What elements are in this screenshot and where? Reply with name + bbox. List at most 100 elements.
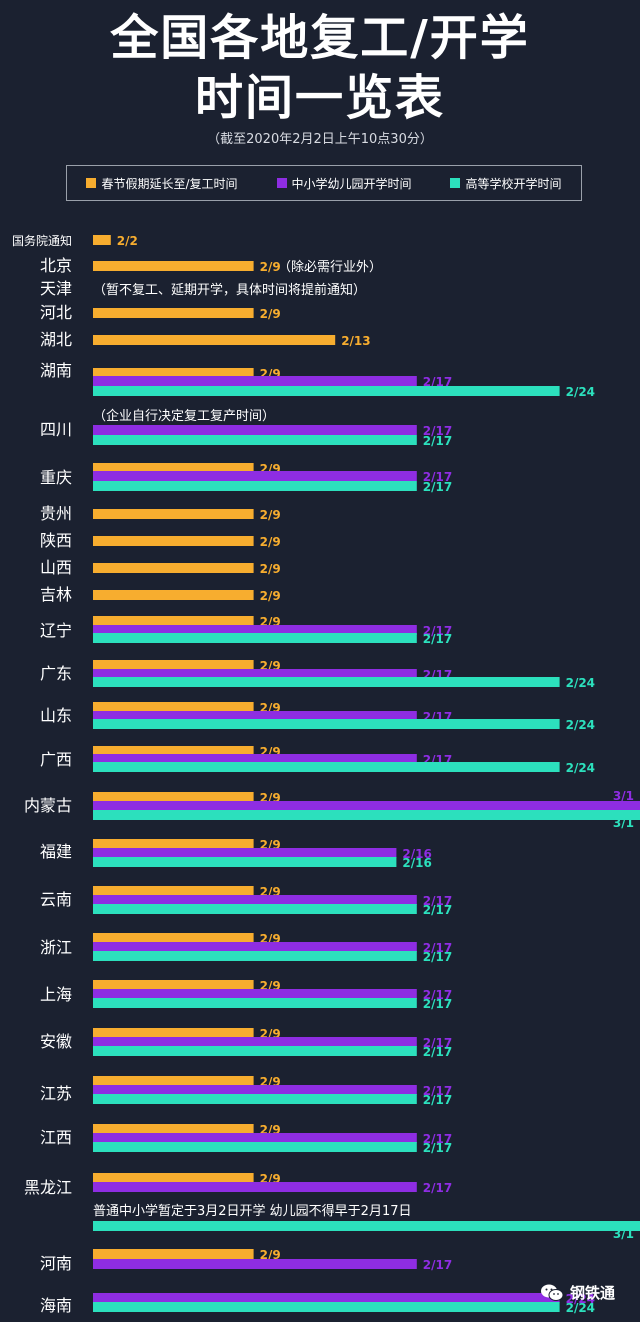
bar-k12 xyxy=(93,942,417,952)
data-label-college: 3/1 xyxy=(613,816,634,830)
bar-k12 xyxy=(93,1293,560,1303)
data-label-work: 2/9 xyxy=(260,589,281,603)
bar-work xyxy=(93,616,254,626)
bar-k12 xyxy=(93,848,397,858)
bar-work xyxy=(93,933,254,943)
bar-k12 xyxy=(93,669,417,679)
data-label-college: 2/17 xyxy=(423,903,452,917)
bar-work xyxy=(93,368,254,378)
bar-k12 xyxy=(93,625,417,635)
bar-work xyxy=(93,1076,254,1086)
bar-work xyxy=(93,792,254,802)
data-label-college: 2/16 xyxy=(402,856,431,870)
bar-college xyxy=(93,1094,417,1104)
region-label: 四川 xyxy=(40,420,72,439)
bar-k12 xyxy=(93,1182,417,1192)
data-label-work: 2/9 xyxy=(260,260,281,274)
data-label-college: 2/17 xyxy=(423,632,452,646)
data-label-college: 2/17 xyxy=(423,480,452,494)
bar-k12 xyxy=(93,754,417,764)
region-label: 湖北 xyxy=(40,330,72,349)
data-label-k12: 3/1 xyxy=(613,789,634,803)
bar-k12 xyxy=(93,471,417,481)
data-label-college: 2/24 xyxy=(566,676,595,690)
bar-work xyxy=(93,746,254,756)
region-label: 内蒙古 xyxy=(24,796,72,815)
bar-work xyxy=(93,1028,254,1038)
bar-college xyxy=(93,1221,640,1231)
data-label-work: 2/9 xyxy=(260,562,281,576)
region-label: 浙江 xyxy=(40,938,72,957)
bar-college xyxy=(93,762,560,772)
region-label: 安徽 xyxy=(40,1032,72,1051)
data-label-k12: 2/17 xyxy=(423,1258,452,1272)
data-label-college: 2/17 xyxy=(423,950,452,964)
region-label: 吉林 xyxy=(40,585,72,604)
bar-work xyxy=(93,261,254,271)
data-label-k12: 2/17 xyxy=(423,894,452,908)
bar-college xyxy=(93,857,397,867)
data-label-college: 2/24 xyxy=(566,1301,595,1315)
bar-work xyxy=(93,563,254,573)
legend-label-college: 高等学校开学时间 xyxy=(465,176,562,191)
bar-work xyxy=(93,980,254,990)
data-label-work: 2/9 xyxy=(260,1248,281,1262)
row-note: （除必需行业外） xyxy=(278,260,382,275)
bar-work xyxy=(93,590,254,600)
region-label: 天津 xyxy=(40,279,72,298)
bar-k12 xyxy=(93,1085,417,1095)
data-label-work: 2/9 xyxy=(260,508,281,522)
region-label: 重庆 xyxy=(40,468,72,487)
data-label-college: 2/24 xyxy=(566,385,595,399)
region-label: 广东 xyxy=(40,664,72,683)
legend-item-work: 春节假期延长至/复工时间 xyxy=(86,175,238,192)
data-label-work: 2/13 xyxy=(341,334,370,348)
bar-work xyxy=(93,702,254,712)
data-label-k12: 2/24 xyxy=(566,1292,595,1306)
bar-work xyxy=(93,463,254,473)
region-label: 福建 xyxy=(40,842,72,861)
bar-work xyxy=(93,839,254,849)
region-label: 云南 xyxy=(40,890,72,909)
bar-k12 xyxy=(93,425,417,435)
bar-college xyxy=(93,1302,560,1312)
bar-work xyxy=(93,1173,254,1183)
row-note: （企业自行决定复工复产时间） xyxy=(93,408,275,424)
data-label-k12: 2/17 xyxy=(423,424,452,438)
bar-college xyxy=(93,904,417,914)
data-label-college: 2/17 xyxy=(423,1141,452,1155)
bar-work xyxy=(93,886,254,896)
data-label-college: 2/17 xyxy=(423,1045,452,1059)
region-label: 山东 xyxy=(40,706,72,725)
bar-work xyxy=(93,335,336,345)
data-label-k12: 2/17 xyxy=(423,1084,452,1098)
bar-work xyxy=(93,1124,254,1134)
region-label: 国务院通知 xyxy=(12,233,72,248)
data-label-college: 2/24 xyxy=(566,761,595,775)
bar-k12 xyxy=(93,801,640,811)
bar-work xyxy=(93,509,254,519)
data-label-college: 2/24 xyxy=(566,718,595,732)
chart-title-line1: 全国各地复工/开学 xyxy=(110,10,530,66)
legend-item-k12: 中小学幼儿园开学时间 xyxy=(276,175,412,192)
region-label: 广西 xyxy=(40,750,72,769)
chart-title: 全国各地复工/开学 时间一览表 xyxy=(0,8,640,128)
data-label-k12: 2/17 xyxy=(423,988,452,1002)
bar-k12 xyxy=(93,1037,417,1047)
region-label: 辽宁 xyxy=(40,621,72,640)
legend-swatch-college xyxy=(450,178,461,188)
row-note: （暂不复工、延期开学，具体时间将提前通知） xyxy=(93,282,366,298)
data-label-work: 2/2 xyxy=(117,234,138,248)
chart-subtitle: （截至2020年2月2日上午10点30分） xyxy=(207,132,433,147)
bar-college xyxy=(93,1142,417,1152)
bar-college xyxy=(93,677,560,687)
bar-k12 xyxy=(93,376,417,386)
bar-college xyxy=(93,435,417,445)
data-label-college: 2/17 xyxy=(423,434,452,448)
data-label-k12: 2/17 xyxy=(423,1132,452,1146)
bar-k12 xyxy=(93,1259,417,1269)
region-label: 江苏 xyxy=(40,1084,72,1103)
bar-college xyxy=(93,386,560,396)
region-label: 黑龙江 xyxy=(24,1178,72,1197)
bar-college xyxy=(93,633,417,643)
